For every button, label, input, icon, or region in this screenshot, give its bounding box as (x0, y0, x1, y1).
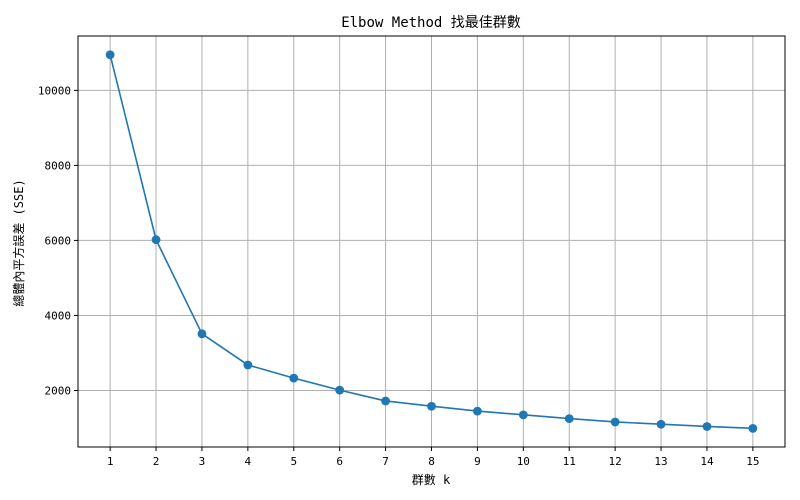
data-point (473, 406, 482, 416)
data-point (381, 396, 390, 406)
y-axis-label: 總體內平方誤差 (SSE) (11, 179, 26, 306)
plot-frame (77, 35, 786, 448)
x-tick-label: 3 (199, 455, 206, 468)
data-point (335, 385, 345, 395)
x-tick-label: 7 (382, 455, 389, 468)
x-tick-label: 2 (153, 455, 160, 468)
x-tick-label: 15 (746, 455, 759, 468)
x-tick-label: 5 (290, 455, 297, 468)
y-tick-label: 8000 (45, 159, 72, 172)
x-tick-label: 11 (563, 455, 576, 468)
x-tick-label: 14 (700, 455, 714, 468)
y-tick-label: 2000 (45, 384, 72, 397)
data-point (610, 417, 620, 427)
y-tick-label: 6000 (45, 234, 72, 247)
data-point (151, 235, 161, 245)
data-point (564, 414, 574, 424)
data-point (243, 360, 253, 370)
data-point (656, 419, 666, 429)
data-point (105, 50, 115, 60)
data-point (289, 373, 299, 383)
grid (78, 36, 785, 447)
x-tick-label: 9 (474, 455, 481, 468)
x-tick-label: 1 (107, 455, 114, 468)
x-tick-label: 12 (609, 455, 622, 468)
y-tick-label: 4000 (45, 309, 72, 322)
y-tick-label: 10000 (38, 84, 71, 97)
data-point (748, 423, 758, 433)
axes: 1 2 3 4 5 6 7 8 9 10 11 12 13 14 152000400060008000100… (38, 84, 760, 468)
data-point (427, 401, 436, 411)
data-point (197, 329, 207, 339)
data-point (702, 422, 712, 431)
x-tick-label: 6 (336, 455, 343, 468)
data-point (518, 410, 528, 420)
series-sse (105, 50, 758, 433)
chart-title: Elbow Method 找最佳群數 (341, 15, 521, 31)
x-tick-label: 13 (654, 455, 667, 468)
x-tick-label: 4 (245, 455, 252, 468)
x-tick-label: 8 (428, 455, 435, 468)
x-tick-label: 10 (517, 455, 530, 468)
x-axis-label: 群數 k (412, 473, 451, 487)
